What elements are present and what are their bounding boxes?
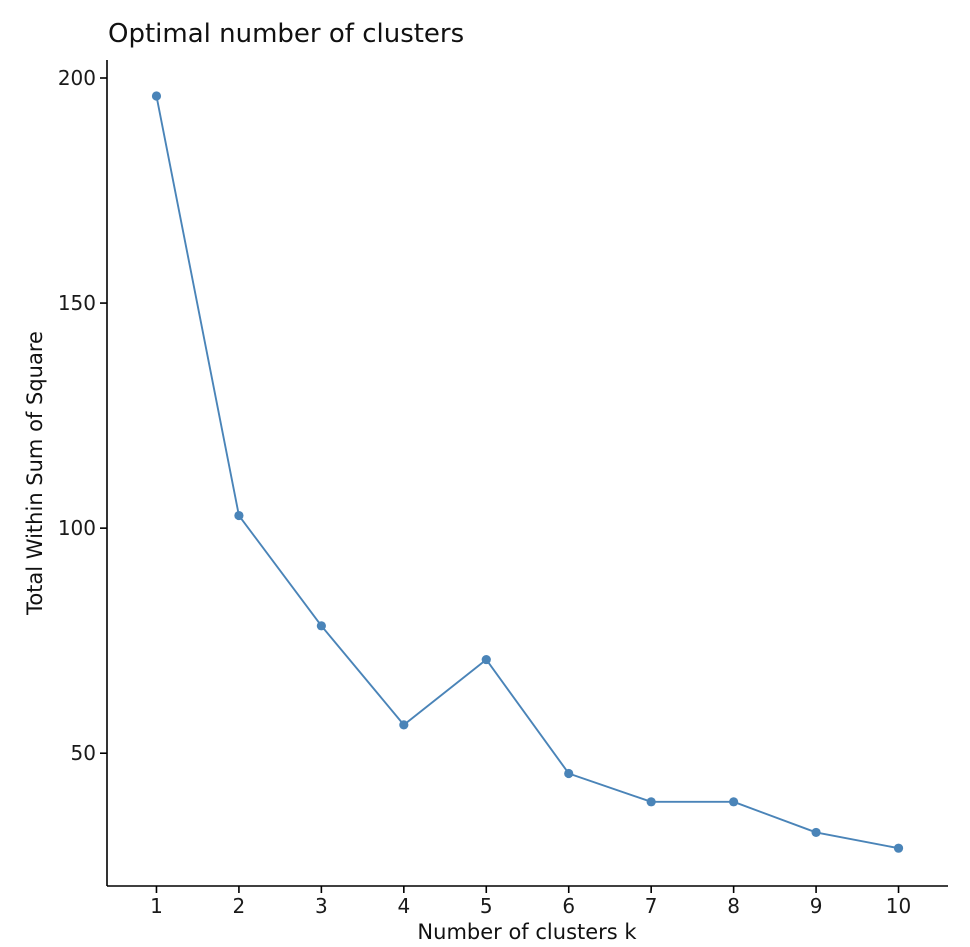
chart-title: Optimal number of clusters xyxy=(108,19,464,49)
x-tick-label: 9 xyxy=(810,894,823,918)
y-tick-label: 100 xyxy=(58,516,96,540)
data-point xyxy=(893,843,904,853)
y-tick-label: 150 xyxy=(58,291,96,315)
data-point xyxy=(811,827,821,838)
data-point xyxy=(729,797,739,807)
series-line xyxy=(155,95,899,850)
x-tick-label: 2 xyxy=(233,894,246,918)
x-tick-label: 7 xyxy=(645,894,658,918)
x-tick-label: 5 xyxy=(480,894,493,918)
data-point xyxy=(564,768,574,779)
x-tick-label: 1 xyxy=(150,894,163,918)
x-tick-label: 10 xyxy=(886,894,911,918)
series-layer xyxy=(151,91,904,853)
x-axis-label: Number of clusters k xyxy=(417,920,637,944)
x-tick-label: 3 xyxy=(315,894,328,918)
data-point xyxy=(151,91,162,101)
x-tick-label: 6 xyxy=(562,894,575,918)
y-axis-label: Total Within Sum of Square xyxy=(23,331,47,616)
x-tick-label: 4 xyxy=(397,894,410,918)
data-point xyxy=(481,654,491,665)
y-tick-label: 50 xyxy=(71,741,96,765)
data-point xyxy=(399,720,409,730)
y-tick-label: 200 xyxy=(58,66,96,90)
x-tick-label: 8 xyxy=(727,894,740,918)
data-point xyxy=(646,797,656,807)
y-axis-ticks: 50 100 150 200 xyxy=(58,66,107,765)
x-axis-ticks: 1 2 3 4 5 6 7 8 9 10 xyxy=(150,886,911,918)
data-point xyxy=(234,510,244,521)
data-point xyxy=(316,621,326,631)
